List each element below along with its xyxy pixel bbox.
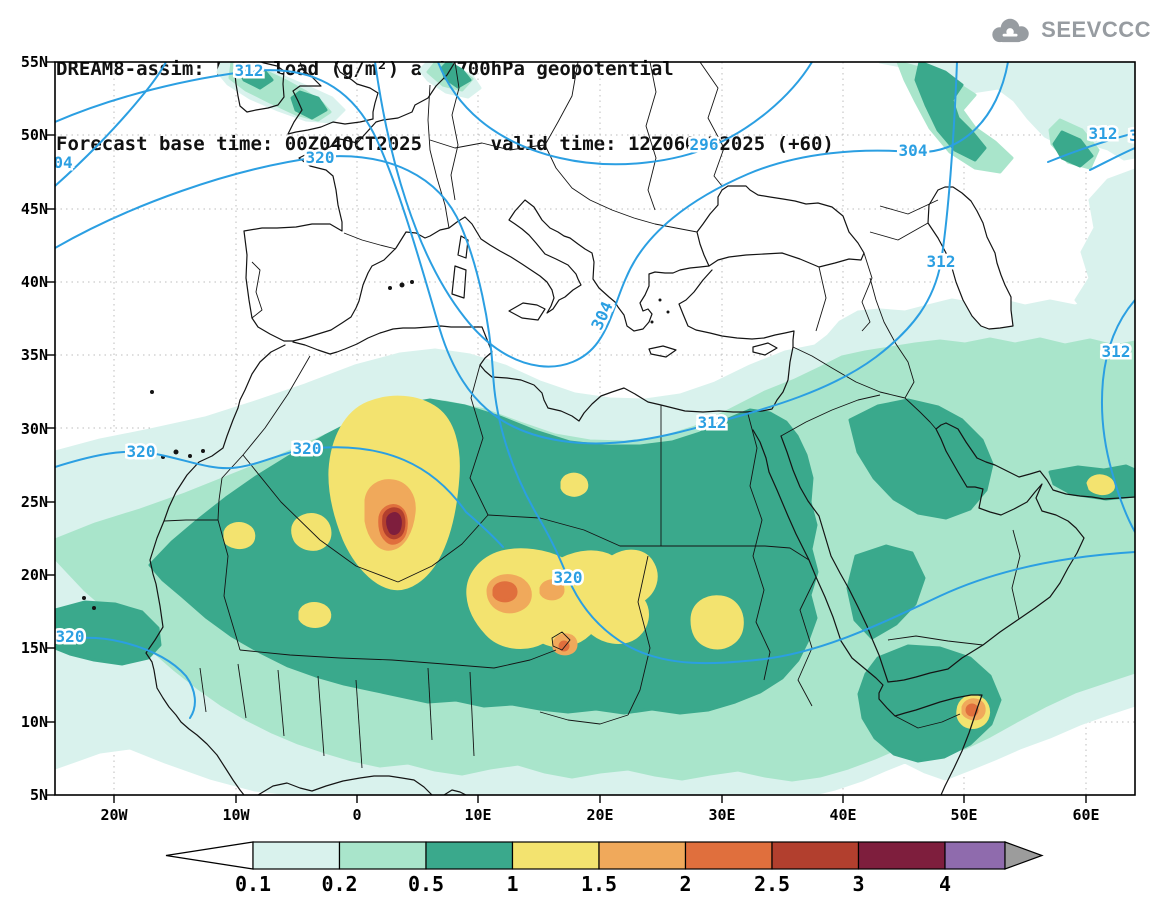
colorbar-tick: 1	[506, 872, 518, 896]
geopotential-label: 312	[927, 252, 956, 271]
geopotential-label: 320	[293, 439, 322, 458]
lon-label: 10E	[464, 806, 491, 824]
colorbar-tick: 0.5	[408, 872, 444, 896]
chart-title: DREAM8-assim: Dust load (g/m²) and 700hP…	[56, 58, 674, 80]
geopotential-label: 320	[554, 568, 583, 587]
colorbar-segment	[338, 841, 427, 870]
geopotential-label: 304	[587, 299, 616, 333]
colorbar-tick: 0.2	[321, 872, 357, 896]
lat-label: 5N	[30, 786, 48, 804]
colorbar: 0.1 0.2 0.5 1 1.5 2 2.5 3 4	[165, 841, 1044, 896]
geopotential-label: 312	[235, 61, 264, 80]
coastlines	[82, 62, 1135, 795]
geopotential-label: 320	[127, 442, 156, 461]
geopotential-label: 312	[1102, 342, 1131, 361]
geopotential-label: 312	[698, 413, 727, 432]
colorbar-tick: 3	[852, 872, 864, 896]
colorbar-underflow-arrow	[165, 841, 254, 870]
geopotential-contour-labels: 04 312 320 296 304 304 312 312 3 312 312…	[53, 61, 1139, 649]
colorbar-tick: 4	[939, 872, 951, 896]
colorbar-overflow-arrow	[1004, 841, 1044, 870]
lat-label: 15N	[21, 639, 48, 657]
lon-label: 40E	[829, 806, 856, 824]
latitude-axis-labels: 55N 50N 45N 40N 35N 30N 25N 20N 15N 10N …	[21, 53, 48, 804]
lon-label: 20W	[100, 806, 128, 824]
lat-label: 20N	[21, 566, 48, 584]
lon-label: 10W	[222, 806, 250, 824]
colorbar-segment	[511, 841, 600, 870]
geopotential-label: 320	[56, 627, 85, 646]
geopotential-label: 3	[1129, 126, 1139, 145]
geopotential-label: 04	[53, 153, 72, 172]
lon-label: 30E	[708, 806, 735, 824]
lat-label: 30N	[21, 420, 48, 438]
dust-fill-layers	[55, 62, 1135, 795]
lat-label: 10N	[21, 713, 48, 731]
colorbar-tick: 1.5	[581, 872, 617, 896]
dust-level-0.5-layer	[55, 62, 1135, 763]
colorbar-tick: 2	[679, 872, 691, 896]
colorbar-segment	[944, 841, 1006, 870]
geopotential-label: 296	[690, 135, 719, 154]
colorbar-segment	[252, 841, 341, 870]
colorbar-segment	[857, 841, 946, 870]
colorbar-tick: 0.1	[235, 872, 271, 896]
seevccc-logo-text: SEEVCCC	[1041, 17, 1151, 42]
lat-label: 55N	[21, 53, 48, 71]
lat-label: 25N	[21, 493, 48, 511]
seevccc-logo: SEEVCCC	[988, 16, 1151, 44]
geopotential-contours	[55, 62, 1135, 719]
lon-label: 20E	[586, 806, 613, 824]
colorbar-segment	[598, 841, 687, 870]
lat-label: 40N	[21, 273, 48, 291]
lat-label: 35N	[21, 346, 48, 364]
country-borders	[163, 62, 1021, 769]
geopotential-label: 320	[306, 148, 335, 167]
axis-ticks	[47, 61, 1087, 803]
cloud-icon	[992, 18, 1029, 43]
colorbar-tick: 2.5	[754, 872, 790, 896]
lon-label: 60E	[1072, 806, 1099, 824]
colorbar-segment	[771, 841, 860, 870]
lon-label: 0	[352, 806, 361, 824]
geopotential-label: 312	[1089, 124, 1118, 143]
dust-level-3-layer	[386, 512, 402, 535]
chart-subtitle: Forecast base time: 00Z04OCT2025 valid t…	[56, 133, 834, 155]
longitude-axis-labels: 20W 10W 0 10E 20E 30E 40E 50E 60E	[100, 806, 1099, 824]
colorbar-segment	[684, 841, 773, 870]
colorbar-segment	[425, 841, 514, 870]
lat-label: 50N	[21, 126, 48, 144]
lon-label: 50E	[950, 806, 977, 824]
lat-label: 45N	[21, 200, 48, 218]
geopotential-label: 304	[899, 141, 928, 160]
chart-titles: DREAM8-assim: Dust load (g/m²) and 700hP…	[56, 7, 834, 182]
